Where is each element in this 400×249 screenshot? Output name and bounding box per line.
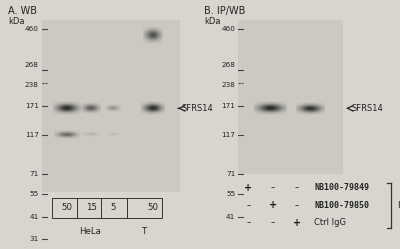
Text: 460: 460	[25, 26, 39, 32]
Bar	[42, 20, 180, 192]
Bar	[127, 198, 162, 218]
Bar	[52, 198, 127, 218]
Text: kDa: kDa	[8, 17, 24, 26]
Text: SFRS14: SFRS14	[181, 104, 213, 113]
Text: Ctrl IgG: Ctrl IgG	[314, 218, 346, 227]
Text: IP: IP	[397, 201, 400, 210]
Text: 50: 50	[62, 203, 73, 212]
Text: +: +	[269, 200, 277, 210]
Text: 71: 71	[226, 171, 235, 177]
Text: A. WB: A. WB	[8, 6, 37, 16]
Text: HeLa: HeLa	[79, 227, 100, 236]
Text: 171: 171	[25, 103, 39, 109]
Text: 41: 41	[29, 214, 39, 220]
Bar	[238, 20, 344, 174]
Text: 238: 238	[222, 81, 235, 87]
Text: 171: 171	[222, 103, 235, 109]
Text: 50: 50	[147, 203, 158, 212]
Text: +: +	[293, 218, 301, 228]
Text: 55: 55	[29, 191, 39, 197]
Text: kDa: kDa	[204, 17, 220, 26]
Text: 55: 55	[226, 191, 235, 197]
Text: 268: 268	[25, 62, 39, 67]
Text: –: –	[295, 201, 299, 210]
Text: 31: 31	[29, 236, 39, 242]
Text: 117: 117	[222, 132, 235, 138]
Text: 41: 41	[226, 214, 235, 220]
Text: –: –	[271, 218, 275, 227]
Text: B. IP/WB: B. IP/WB	[204, 6, 246, 16]
Text: T: T	[142, 227, 147, 236]
Text: 15: 15	[86, 203, 96, 212]
Text: –: –	[295, 184, 299, 192]
Text: 5: 5	[110, 203, 116, 212]
Text: –: –	[246, 201, 251, 210]
Text: SFRS14: SFRS14	[352, 104, 383, 113]
Text: NB100-79850: NB100-79850	[314, 201, 369, 210]
Text: 71: 71	[29, 171, 39, 177]
Text: –: –	[246, 218, 251, 227]
Text: 238: 238	[25, 81, 39, 87]
Text: –: –	[271, 184, 275, 192]
Text: 117: 117	[25, 132, 39, 138]
Text: 460: 460	[222, 26, 235, 32]
Text: +: +	[244, 183, 252, 193]
Text: 268: 268	[222, 62, 235, 67]
Text: NB100-79849: NB100-79849	[314, 184, 369, 192]
